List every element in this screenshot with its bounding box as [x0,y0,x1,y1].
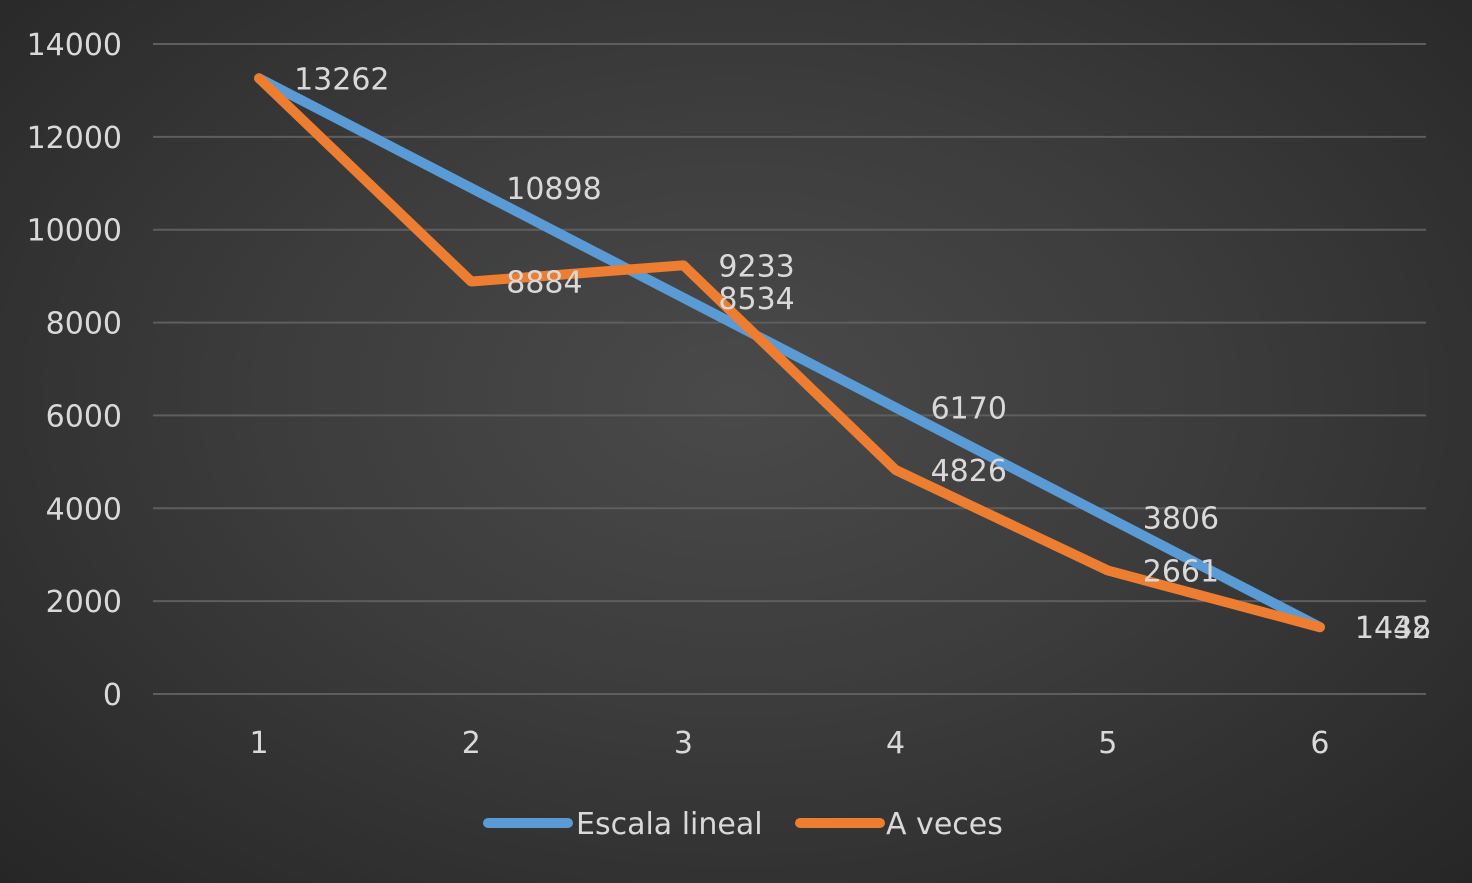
y-tick-label: 12000 [27,121,122,156]
x-tick-label: 3 [674,726,693,761]
data-label: 2661 [1143,554,1219,589]
legend-label-escala-lineal: Escala lineal [576,807,763,842]
data-label: 9233 [718,249,794,284]
x-axis-ticks: 1 2 3 4 5 6 [250,726,1330,761]
legend-label-a-veces: A veces [886,807,1003,842]
y-tick-label: 4000 [46,492,122,527]
data-labels: 13262 10898 8534 6170 3806 1442 8884 9233 4826 26… [294,62,1431,646]
x-tick-label: 6 [1310,726,1329,761]
data-label: 4826 [931,454,1007,489]
data-label: 13262 [294,62,389,97]
data-label: 6170 [931,392,1007,427]
data-label: 10898 [506,172,601,207]
y-tick-label: 6000 [46,399,122,434]
data-label: 1442 [1355,611,1431,646]
y-tick-label: 0 [103,678,122,713]
data-label: 8884 [506,266,582,301]
x-tick-label: 2 [462,726,481,761]
y-tick-label: 8000 [46,307,122,342]
legend: Escala lineal A veces [483,807,1003,842]
x-tick-label: 4 [886,726,905,761]
y-tick-label: 2000 [46,585,122,620]
data-label: 1438 [1355,611,1431,646]
data-label: 3806 [1143,501,1219,536]
y-tick-label: 14000 [27,28,122,63]
series-line-escala-lineal [254,73,1325,633]
x-tick-label: 5 [1098,726,1117,761]
data-label: 8534 [718,282,794,317]
series-lines [254,73,1325,633]
x-tick-label: 1 [250,726,269,761]
y-axis-ticks: 0 2000 4000 6000 8000 10000 12000 14000 [27,28,122,713]
series-line-a-veces [254,73,1325,633]
y-tick-label: 10000 [27,214,122,249]
